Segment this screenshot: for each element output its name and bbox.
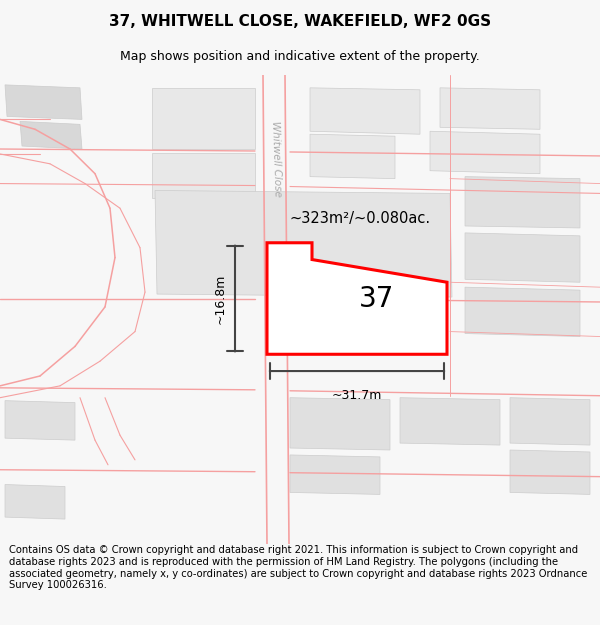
Text: 37, WHITWELL CLOSE, WAKEFIELD, WF2 0GS: 37, WHITWELL CLOSE, WAKEFIELD, WF2 0GS <box>109 14 491 29</box>
Polygon shape <box>267 242 447 354</box>
Polygon shape <box>20 121 82 149</box>
Polygon shape <box>510 450 590 494</box>
Polygon shape <box>430 131 540 174</box>
Polygon shape <box>310 88 420 134</box>
Polygon shape <box>5 85 82 119</box>
Polygon shape <box>440 88 540 129</box>
Polygon shape <box>310 134 395 179</box>
Polygon shape <box>465 177 580 228</box>
Polygon shape <box>290 455 380 494</box>
Polygon shape <box>465 287 580 336</box>
Text: ~16.8m: ~16.8m <box>214 273 227 324</box>
Text: ~31.7m: ~31.7m <box>332 389 382 402</box>
Polygon shape <box>5 484 65 519</box>
Text: 37: 37 <box>359 284 395 312</box>
Polygon shape <box>465 233 580 282</box>
Polygon shape <box>510 398 590 445</box>
Polygon shape <box>155 191 452 297</box>
Text: ~323m²/~0.080ac.: ~323m²/~0.080ac. <box>289 211 431 226</box>
Polygon shape <box>400 398 500 445</box>
Text: Map shows position and indicative extent of the property.: Map shows position and indicative extent… <box>120 50 480 62</box>
Polygon shape <box>5 401 75 440</box>
Polygon shape <box>152 153 255 198</box>
Polygon shape <box>290 398 390 450</box>
Text: Contains OS data © Crown copyright and database right 2021. This information is : Contains OS data © Crown copyright and d… <box>9 545 587 590</box>
Polygon shape <box>152 88 255 149</box>
Text: Whitwell Close: Whitwell Close <box>269 121 283 197</box>
